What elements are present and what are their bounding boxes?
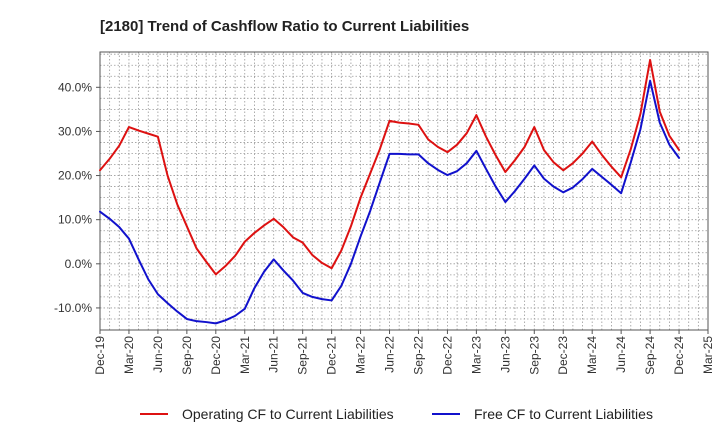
x-tick-label: Dec-23 bbox=[556, 336, 570, 375]
x-tick-label: Sep-23 bbox=[527, 336, 541, 375]
x-tick-label: Sep-22 bbox=[411, 336, 425, 375]
x-tick-label: Sep-20 bbox=[180, 336, 194, 375]
chart-title: [2180] Trend of Cashflow Ratio to Curren… bbox=[100, 18, 469, 35]
plot-frame bbox=[99, 51, 709, 331]
plot-area: -10.0% 0.0% 10.0% 20.0% 30.0% 40.0% Dec-19 Mar-… bbox=[54, 51, 715, 375]
x-tick-label: Dec-21 bbox=[325, 336, 339, 375]
x-tick-label: Jun-23 bbox=[498, 336, 512, 373]
x-tick-label: Mar-20 bbox=[122, 336, 136, 374]
legend-label: Free CF to Current Liabilities bbox=[474, 406, 653, 422]
x-tick-label: Jun-22 bbox=[383, 336, 397, 373]
x-tick-label: Sep-21 bbox=[296, 336, 310, 375]
y-tick-label: 0.0% bbox=[65, 257, 93, 271]
legend-label: Operating CF to Current Liabilities bbox=[182, 406, 394, 422]
x-tick-label: Mar-21 bbox=[238, 336, 252, 374]
x-tick-label: Dec-24 bbox=[672, 336, 686, 375]
x-tick-label: Sep-24 bbox=[643, 336, 657, 375]
y-tick-label: -10.0% bbox=[54, 301, 92, 315]
x-tick-label: Jun-21 bbox=[267, 336, 281, 373]
y-tick-label: 10.0% bbox=[58, 213, 92, 227]
series-line-operating-cf bbox=[99, 58, 681, 276]
x-tick-label: Dec-20 bbox=[209, 336, 223, 375]
x-tick-label: Dec-22 bbox=[440, 336, 454, 375]
x-tick-label: Dec-19 bbox=[93, 336, 107, 375]
y-tick-label: 20.0% bbox=[58, 169, 92, 183]
y-tick-label: 30.0% bbox=[58, 124, 92, 138]
x-tick-label: Mar-22 bbox=[354, 336, 368, 374]
x-tick-label: Mar-25 bbox=[701, 336, 715, 374]
chart-legend: Operating CF to Current Liabilities Free … bbox=[140, 406, 653, 422]
x-tick-label: Jun-20 bbox=[151, 336, 165, 373]
plot-background bbox=[100, 52, 708, 330]
y-tick-label: 40.0% bbox=[58, 80, 92, 94]
x-tick-label: Mar-23 bbox=[469, 336, 483, 374]
series-line-free-cf bbox=[99, 79, 681, 325]
x-tick-label: Mar-24 bbox=[585, 336, 599, 374]
x-tick-label: Jun-24 bbox=[614, 336, 628, 373]
